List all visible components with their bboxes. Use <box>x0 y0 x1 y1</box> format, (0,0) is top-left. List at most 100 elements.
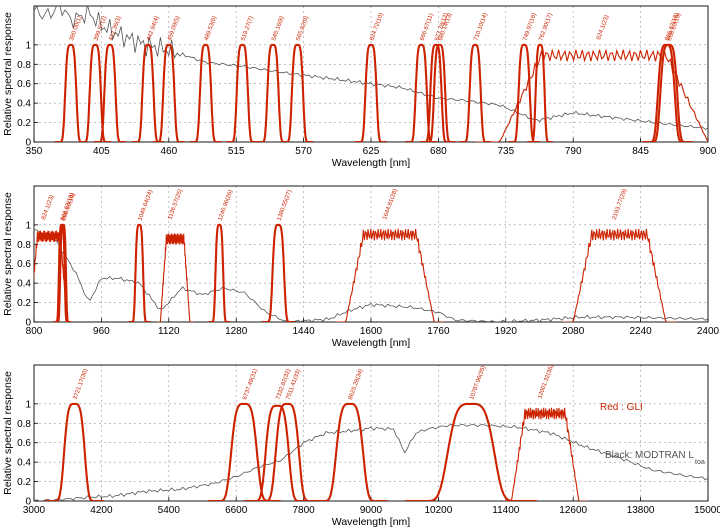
x-tick-label: 1600 <box>360 326 383 337</box>
y-tick-label: 0.8 <box>17 60 31 71</box>
x-tick-label: 570 <box>295 146 312 157</box>
band-srf-curve <box>355 43 387 142</box>
x-tick-label: 1440 <box>292 326 315 337</box>
legend-red-label: Red : GLI <box>600 402 643 413</box>
x-tick-label: 13800 <box>627 505 655 516</box>
y-tick-label: 0.8 <box>17 240 31 251</box>
y-tick-label: 0 <box>25 318 31 329</box>
band-label: 3721.17(30) <box>73 368 90 400</box>
x-tick-label: 515 <box>228 146 245 157</box>
x-tick-label: 15000 <box>694 505 720 516</box>
band-label: 10787.96(35) <box>469 365 487 401</box>
y-tick-label: 0.8 <box>17 419 31 430</box>
band-srf-curve <box>311 402 388 501</box>
y-tick-label: 1 <box>25 220 31 231</box>
band-label: 2193.77(29) <box>612 188 629 220</box>
plot-frame <box>33 5 709 143</box>
wide-band-srf-curve <box>562 228 677 322</box>
band-label: 8625.28(34) <box>348 368 365 400</box>
panel-thermal: 3000 4200 5400 6600 7800 9000 10200 11400 12600 1… <box>2 364 720 528</box>
x-tick-label: 405 <box>93 146 110 157</box>
band-label: 565.82(9) <box>296 15 310 41</box>
plot-area <box>34 402 708 501</box>
x-axis-label: Wavelength [nm] <box>332 337 410 349</box>
band-srf-curve <box>244 404 311 501</box>
x-tick-label: 3000 <box>23 505 46 516</box>
y-tick-label: 0.2 <box>17 298 31 309</box>
band-label: 749.97(16) <box>522 12 538 41</box>
x-tick-label: 1760 <box>427 326 450 337</box>
x-tick-label: 845 <box>632 146 649 157</box>
legend-gli: Red : GLI <box>600 402 643 413</box>
y-tick-label: 0.6 <box>17 438 31 449</box>
legend-modtran: Black: MODTRAN L toa <box>605 450 705 466</box>
x-tick-label: 900 <box>700 146 717 157</box>
band-srf-curve <box>254 402 321 501</box>
band-srf-curve <box>132 43 164 142</box>
band-srf-curve <box>54 43 87 142</box>
band-srf-curve <box>527 43 553 142</box>
x-tick-label: 735 <box>497 146 514 157</box>
wide-band-srf-curve <box>474 48 708 142</box>
band-label: 12001.32(36) <box>537 364 555 400</box>
band-label: 1136.57(25) <box>167 189 184 221</box>
band-label: 666.67(11) <box>419 13 434 42</box>
wide-band-srf-curve <box>503 407 587 501</box>
x-tick-label: 4200 <box>90 505 113 516</box>
x-tick-label: 1120 <box>158 326 180 337</box>
band-label: 399.57(2) <box>94 15 108 41</box>
x-tick-label: 9000 <box>360 505 383 516</box>
x-tick-label: 960 <box>93 326 110 337</box>
band-srf-curve <box>45 402 104 501</box>
y-tick-label: 0 <box>25 138 31 149</box>
band-label: 624.72(10) <box>369 12 385 41</box>
band-label: 459.09(5) <box>167 15 181 41</box>
x-tick-label: 2080 <box>562 326 585 337</box>
band-label: 1380.55(27) <box>277 189 294 221</box>
x-tick-label: 2240 <box>629 326 652 337</box>
band-label: 545.16(8) <box>271 15 285 41</box>
band-srf-curve <box>94 43 126 142</box>
y-axis-label: Relative spectral response <box>2 371 14 495</box>
band-srf-curve <box>261 223 295 322</box>
band-srf-curve <box>189 43 222 142</box>
band-srf-curve <box>423 43 456 142</box>
legend-black-subscript: toa <box>695 459 705 466</box>
band-srf-curve <box>152 43 185 142</box>
x-tick-label: 6600 <box>225 505 248 516</box>
y-tick-label: 0.2 <box>17 118 31 129</box>
band-srf-curve <box>459 43 492 142</box>
band-srf-curve <box>644 43 693 142</box>
band-srf-curve <box>79 43 112 142</box>
x-tick-label: 680 <box>430 146 447 157</box>
x-tick-label: 5400 <box>158 505 181 516</box>
x-tick-label: 800 <box>26 326 43 337</box>
x-tick-label: 11400 <box>492 505 520 516</box>
wide-band-srf-curve <box>156 233 194 322</box>
plot-frame <box>33 185 709 323</box>
y-tick-label: 0.6 <box>17 259 31 270</box>
x-tick-label: 12600 <box>559 505 587 516</box>
band-label: 1049.64(24) <box>138 189 155 221</box>
x-axis-label: Wavelength [nm] <box>332 516 410 528</box>
band-label: 824.1(23) <box>596 14 610 40</box>
band-label: 762.90(17) <box>538 12 554 41</box>
band-label: 1644.81(28) <box>382 188 399 220</box>
band-srf-curve <box>54 223 72 322</box>
band-srf-curve <box>405 43 438 142</box>
x-tick-label: 1280 <box>225 326 248 337</box>
band-srf-curve <box>207 402 281 501</box>
band-srf-curve <box>281 43 314 142</box>
panel-vnir: 350 405 460 515 570 625 680 735 790 845 900 0 0.2 0.4… <box>2 5 717 169</box>
atmosphere-series <box>34 229 708 322</box>
x-tick-label: 790 <box>565 146 582 157</box>
band-label: 824.1(23) <box>41 194 55 220</box>
band-label: 442.94(4) <box>146 15 160 41</box>
y-tick-label: 0.4 <box>17 99 31 110</box>
y-axis-label: Relative spectral response <box>2 12 14 136</box>
band-label: 519.27(7) <box>241 15 255 41</box>
y-tick-label: 0.6 <box>17 79 31 90</box>
panel-swir: 800 960 1120 1280 1440 1600 1760 1920 2080 2240 24… <box>2 185 720 349</box>
x-tick-label: 460 <box>160 146 177 157</box>
